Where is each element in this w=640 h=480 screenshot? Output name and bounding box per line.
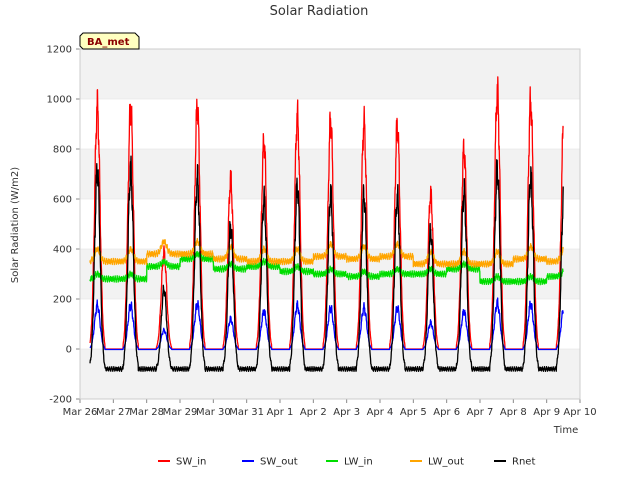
chart-title: Solar Radiation [270,4,369,19]
y-tick-label: 0 [66,345,72,356]
series-layer [89,76,564,373]
x-tick-label: Apr 10 [563,407,596,418]
x-tick-label: Mar 27 [96,407,131,418]
x-axis-label: Time [553,425,578,436]
y-axis-label: Solar Radiation (W/m2) [10,167,21,283]
y-tick-label: 200 [53,295,72,306]
grid-band [80,349,580,399]
x-tick-label: Apr 3 [333,407,360,418]
station-badge-box [79,32,140,50]
y-tick-label: 600 [53,195,72,206]
x-tick-label: Mar 26 [63,407,98,418]
legend-label-lw-in: LW_in [344,457,373,468]
x-tick-label: Apr 8 [500,407,527,418]
series-line-lw-out [89,237,564,268]
y-tick-label: -200 [49,395,72,406]
legend-label-rnet: Rnet [512,457,535,468]
x-tick-label: Apr 7 [467,407,494,418]
x-tick-label: Apr 4 [367,407,394,418]
grid-band [80,49,580,99]
series-line-rnet [89,155,564,373]
legend-label-sw-out: SW_out [260,457,298,468]
legend-label-lw-out: LW_out [428,457,464,468]
x-tick-label: Mar 28 [129,407,164,418]
station-badge-label: BA_met [87,37,130,48]
x-tick-label: Apr 2 [300,407,327,418]
x-tick-label: Mar 29 [163,407,198,418]
series-line-lw-in [89,250,564,286]
x-tick-label: Mar 30 [196,407,231,418]
station-badge: BA_met [79,32,140,50]
legend-label-sw-in: SW_in [176,457,206,468]
plot-frame [79,48,581,400]
y-tick-label: 400 [53,245,72,256]
x-tick-label: Apr 5 [400,407,427,418]
x-tick-label: Mar 31 [229,407,264,418]
x-tick-label: Apr 1 [267,407,294,418]
legend: SW_in SW_out LW_in LW_out Rnet [158,457,535,468]
y-tick-label: 800 [53,145,72,156]
x-tick-label: Apr 6 [433,407,460,418]
y-tick-label: 1200 [47,45,72,56]
x-tick-label: Apr 9 [533,407,560,418]
y-tick-label: 1000 [47,95,72,106]
